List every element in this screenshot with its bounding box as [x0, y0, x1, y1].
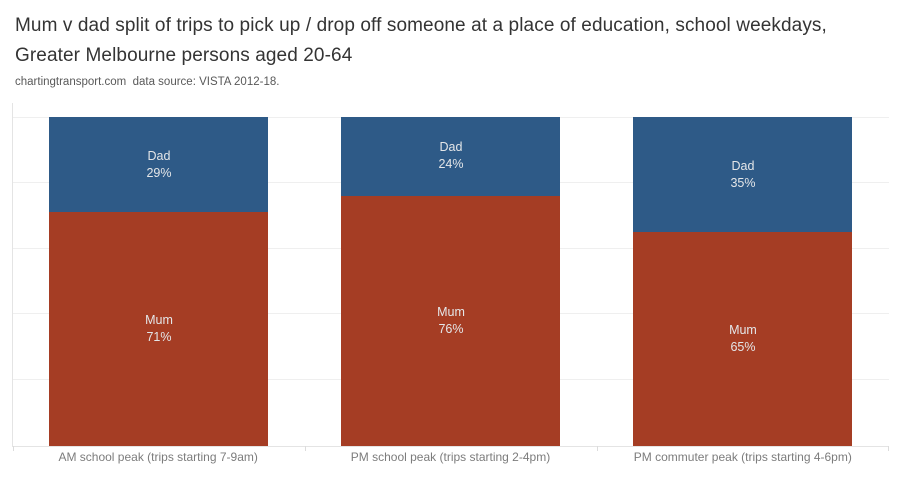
band-am-school-peak: Dad 29% Mum 71% — [13, 117, 305, 446]
segment-series-name: Dad — [731, 158, 755, 173]
segment-value: 76% — [438, 321, 464, 336]
segment-label: Dad 29% — [146, 148, 171, 182]
segment-series-name: Mum — [437, 304, 465, 319]
stacked-bar-pm-school-peak: Dad 24% Mum 76% — [341, 117, 561, 446]
segment-series-name: Mum — [729, 323, 757, 338]
segment-value: 71% — [146, 330, 172, 345]
bar-segment-dad[interactable]: Dad 29% — [49, 117, 269, 213]
chart-subtitle: chartingtransport.com data source: VISTA… — [15, 76, 280, 88]
band-pm-commuter-peak: Dad 35% Mum 65% — [597, 117, 889, 446]
segment-label: Dad 24% — [438, 139, 463, 173]
bar-segment-dad[interactable]: Dad 35% — [633, 117, 853, 233]
segment-value: 24% — [438, 157, 464, 172]
bar-segment-mum[interactable]: Mum 71% — [49, 212, 269, 446]
stacked-bar-am-school-peak: Dad 29% Mum 71% — [49, 117, 269, 446]
bar-segment-mum[interactable]: Mum 65% — [633, 232, 853, 446]
plot-area: Dad 29% Mum 71% — [12, 103, 889, 451]
bar-segment-dad[interactable]: Dad 24% — [341, 117, 561, 196]
segment-label: Dad 35% — [730, 158, 755, 192]
stacked-bar-pm-commuter-peak: Dad 35% Mum 65% — [633, 117, 853, 446]
segment-series-name: Mum — [145, 313, 173, 328]
plot-grid: Dad 29% Mum 71% — [13, 117, 889, 446]
bar-bands: Dad 29% Mum 71% — [13, 117, 889, 446]
category-label-am-school-peak: AM school peak (trips starting 7-9am) — [58, 450, 258, 464]
segment-value: 65% — [730, 340, 756, 355]
chart-title: Mum v dad split of trips to pick up / dr… — [15, 15, 827, 66]
category-axis: AM school peak (trips starting 7-9am) PM… — [12, 450, 889, 464]
segment-value: 29% — [146, 165, 172, 180]
segment-label: Mum 65% — [729, 322, 757, 356]
segment-series-name: Dad — [439, 140, 463, 155]
band-pm-school-peak: Dad 24% Mum 76% — [305, 117, 597, 446]
axis-tick — [597, 446, 598, 451]
axis-tick — [13, 446, 14, 451]
axis-tick — [304, 446, 306, 451]
segment-label: Mum 76% — [437, 304, 465, 338]
axis-tick — [888, 446, 889, 451]
bar-segment-mum[interactable]: Mum 76% — [341, 195, 561, 446]
segment-value: 35% — [730, 175, 756, 190]
category-label-pm-school-peak: PM school peak (trips starting 2-4pm) — [350, 450, 551, 464]
category-label-pm-commuter-peak: PM commuter peak (trips starting 4-6pm) — [633, 450, 852, 464]
segment-label: Mum 71% — [145, 312, 173, 346]
segment-series-name: Dad — [147, 148, 171, 163]
